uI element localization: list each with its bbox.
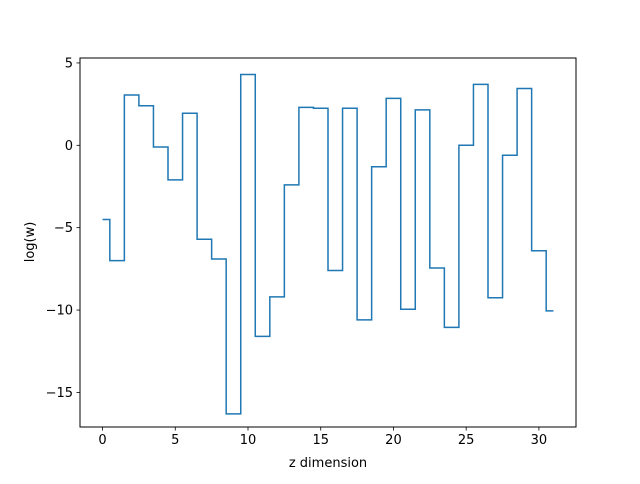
y-tick-label: −15 [46,386,73,401]
x-tick-label: 5 [171,433,179,448]
y-tick-label: 5 [65,56,73,71]
x-ticks: 0 5 10 15 20 25 30 [98,427,547,448]
x-tick-label: 10 [240,433,257,448]
y-tick-label: −10 [46,304,73,319]
y-tick-label: −5 [54,221,73,236]
axes-frame [79,57,577,428]
x-axis-label: z dimension [289,456,367,471]
y-axis-label: log(w) [23,222,38,263]
x-tick-label: 25 [458,433,475,448]
plot-layer [102,73,554,415]
x-tick-label: 15 [312,433,329,448]
series-line-0 [102,73,554,415]
x-tick-label: 0 [98,433,106,448]
y-tick-label: 0 [65,139,73,154]
x-tick-label: 20 [385,433,402,448]
x-tick-label: 30 [531,433,548,448]
y-ticks: 5 0 −5 −10 −15 [46,56,80,401]
